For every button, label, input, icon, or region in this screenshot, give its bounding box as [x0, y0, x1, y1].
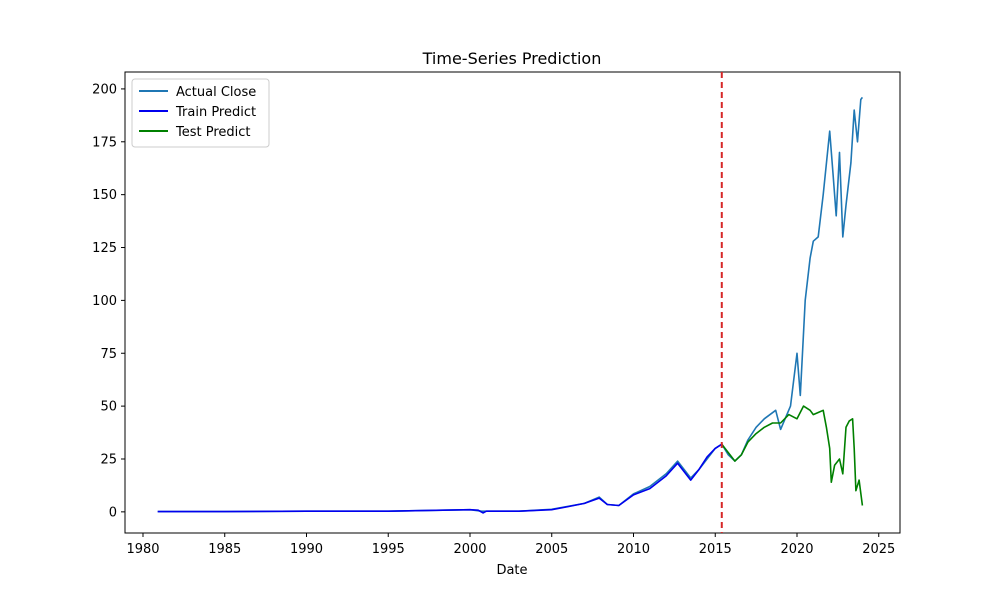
x-tick-label: 1990 [290, 542, 323, 557]
plot-frame [124, 71, 901, 534]
series-line-test-predict [721, 405, 864, 506]
y-tick-label: 125 [92, 241, 117, 256]
series-layer [157, 96, 864, 514]
y-tick-label: 200 [92, 82, 117, 97]
y-tick-label: 25 [100, 452, 117, 467]
y-tick-label: 50 [100, 400, 117, 415]
x-tick-label: 1980 [126, 542, 159, 557]
x-tick-label: 2025 [862, 542, 895, 557]
x-axis: 1980 1985 1990 1995 2000 2005 2010 2015 2020 2025 [126, 533, 895, 557]
series-line-train-predict [157, 443, 723, 514]
x-tick-label: 2015 [699, 542, 732, 557]
y-tick-label: 75 [100, 347, 117, 362]
plot-area [124, 71, 901, 534]
y-tick-label: 0 [109, 505, 117, 520]
series-line-actual-close [157, 96, 864, 513]
legend: Actual Close Train Predict Test Predict [131, 78, 270, 148]
legend-label-actual-close: Actual Close [176, 85, 256, 100]
x-tick-label: 1985 [208, 542, 241, 557]
y-tick-label: 100 [92, 294, 117, 309]
x-tick-label: 2005 [535, 542, 568, 557]
x-tick-label: 2020 [780, 542, 813, 557]
x-tick-label: 2010 [617, 542, 650, 557]
x-tick-label: 2000 [453, 542, 486, 557]
x-tick-label: 1995 [372, 542, 405, 557]
y-tick-label: 150 [92, 188, 117, 203]
x-axis-title: Date [496, 563, 527, 578]
legend-label-test-predict: Test Predict [175, 125, 251, 140]
y-tick-label: 175 [92, 135, 117, 150]
chart-title: Time-Series Prediction [422, 49, 602, 68]
y-axis: 0 25 50 75 100 125 150 175 200 [92, 82, 125, 520]
legend-label-train-predict: Train Predict [175, 105, 256, 120]
